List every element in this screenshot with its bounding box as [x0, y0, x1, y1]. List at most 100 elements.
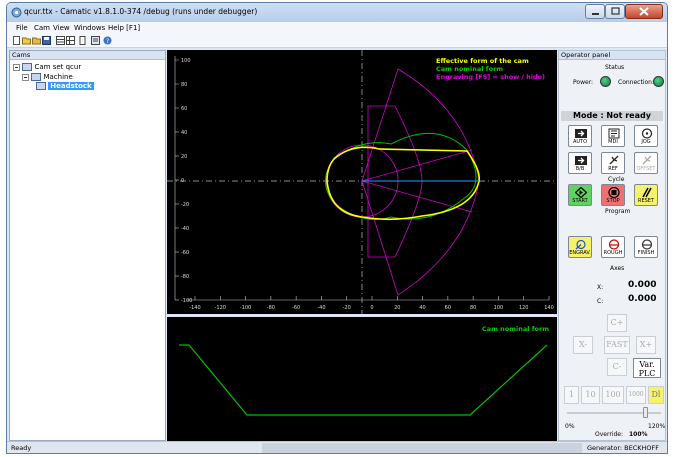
app-icon	[11, 7, 22, 18]
tree-item-cam-set[interactable]: Cam set qcur	[13, 63, 81, 71]
ref-label: REF	[608, 166, 618, 172]
jog-button[interactable]: JOG	[634, 125, 658, 147]
mode-indicator: Mode : Not ready	[561, 111, 663, 121]
legend-engraving: Engraving [F5] = show / hide)	[436, 73, 545, 81]
axis-c-label: C:	[597, 298, 604, 305]
x-tick-label: 20	[394, 305, 400, 311]
override-slider-track[interactable]	[567, 412, 661, 414]
cam-nominal-form-plot[interactable]: Cam nominal form	[167, 317, 557, 441]
x-minus-button[interactable]: X-	[573, 336, 593, 354]
step-10-button[interactable]: 10	[581, 386, 600, 404]
x-tick-label: -60	[292, 305, 300, 311]
status-title: Status	[605, 64, 625, 71]
x-tick-label: -20	[343, 305, 351, 311]
y-tick-label: 100	[181, 58, 191, 64]
panel-icon[interactable]	[78, 36, 87, 45]
cam-profile-plot[interactable]: -140 -120 -100 -80 -60 -40 -20 0 20 40 60 80 100 120 1…	[167, 50, 557, 314]
connection-led	[653, 76, 664, 87]
open-icon[interactable]	[22, 36, 31, 45]
power-label: Power:	[573, 79, 594, 86]
connection-label: Connection:	[618, 79, 654, 86]
x-tick-label: 60	[445, 305, 451, 311]
mdi-label: MDI	[608, 139, 618, 145]
reset-button[interactable]: RESET	[634, 184, 658, 206]
menu-help[interactable]: Help [F1]	[108, 24, 141, 32]
main-window: qcur.ttx - Camatic v1.8.1.0-374 /debug (…	[6, 2, 668, 454]
rough-button[interactable]: ROUGH	[601, 236, 625, 258]
fast-button[interactable]: FAST	[604, 336, 630, 354]
y-tick-label: 40	[181, 130, 187, 136]
step-dl-button[interactable]: Dl	[648, 386, 664, 404]
folder-icon[interactable]	[32, 36, 41, 45]
machine-icon	[31, 73, 42, 81]
c-plus-button[interactable]: C+	[607, 314, 627, 332]
engraving-outline	[367, 105, 423, 258]
ref-button[interactable]: REF	[601, 152, 625, 174]
minimize-icon	[592, 13, 599, 15]
y-tick-label: 80	[181, 82, 187, 88]
collapse-icon	[13, 63, 20, 71]
axis-c-value: 0.000	[628, 294, 657, 304]
x-tick-label: -120	[215, 305, 226, 311]
x-tick-label: -140	[189, 305, 200, 311]
x-plus-button[interactable]: X+	[636, 336, 656, 354]
override-value: 100%	[629, 431, 648, 438]
x-tick-label: -80	[267, 305, 275, 311]
auto-icon	[575, 129, 587, 138]
y-tick-label: -100	[181, 298, 192, 304]
finish-icon	[641, 239, 653, 250]
cycle-title: Cycle	[608, 176, 625, 183]
mdi-button[interactable]: MDI	[601, 125, 625, 147]
step-100-button[interactable]: 100	[602, 386, 624, 404]
finish-button[interactable]: FINISH	[634, 236, 658, 258]
engrav-label: ENGRAV.	[569, 250, 591, 256]
status-bar: Ready Generator: BECKHOFF	[7, 441, 667, 453]
reset-icon	[642, 187, 652, 198]
maximize-button[interactable]	[605, 4, 625, 19]
rough-icon	[608, 239, 620, 250]
close-icon	[639, 7, 649, 16]
table-icon[interactable]	[66, 36, 75, 45]
menu-file[interactable]: File	[16, 24, 28, 32]
step-1-button[interactable]: 1	[564, 386, 579, 404]
step-1000-button[interactable]: 1000	[626, 386, 646, 404]
list-icon[interactable]	[91, 36, 100, 45]
stop-icon	[608, 187, 620, 198]
engraving-ray-lower	[361, 180, 473, 213]
y-tick-label: 20	[181, 154, 187, 160]
close-button[interactable]	[625, 4, 663, 19]
engrav-button[interactable]: ENGRAV.	[568, 236, 592, 258]
menu-cam[interactable]: Cam	[34, 24, 50, 32]
generator-text: Generator: BECKHOFF	[587, 444, 659, 452]
offset-button[interactable]: OFFSET	[634, 152, 658, 174]
new-icon[interactable]	[12, 36, 21, 45]
stop-button[interactable]: STOP	[601, 184, 625, 206]
menu-view[interactable]: View	[53, 24, 70, 32]
program-title: Program	[605, 208, 631, 215]
bb-icon	[575, 156, 587, 165]
engraving-arc	[361, 68, 480, 296]
help-icon[interactable]: ?	[103, 36, 112, 45]
override-max: 120%	[648, 423, 666, 430]
ref-icon	[609, 155, 619, 165]
c-minus-button[interactable]: C-	[607, 358, 627, 376]
menu-bar: File Cam View Windows Help [F1]	[7, 22, 667, 34]
x-tick-label: 80	[470, 305, 476, 311]
y-tick-label: -20	[181, 202, 189, 208]
var-plc-button[interactable]: Var. PLC	[633, 358, 661, 378]
tree-item-machine[interactable]: Machine	[22, 73, 73, 81]
minimize-button[interactable]	[585, 4, 605, 19]
grid-icon[interactable]	[56, 36, 65, 45]
auto-button[interactable]: AUTO	[568, 125, 592, 147]
bb-button[interactable]: B/B	[568, 152, 592, 174]
menu-windows[interactable]: Windows	[74, 24, 106, 32]
bb-label: B/B	[575, 166, 585, 172]
tree-item-headstock[interactable]: Headstock	[36, 82, 94, 90]
engrav-icon	[575, 239, 586, 250]
offset-label: OFFSET	[636, 166, 656, 172]
x-tick-label: 0	[370, 305, 373, 311]
start-button[interactable]: START	[568, 184, 592, 206]
override-slider-thumb[interactable]	[642, 407, 648, 418]
save-icon[interactable]	[42, 36, 51, 45]
svg-text:?: ?	[106, 38, 109, 45]
